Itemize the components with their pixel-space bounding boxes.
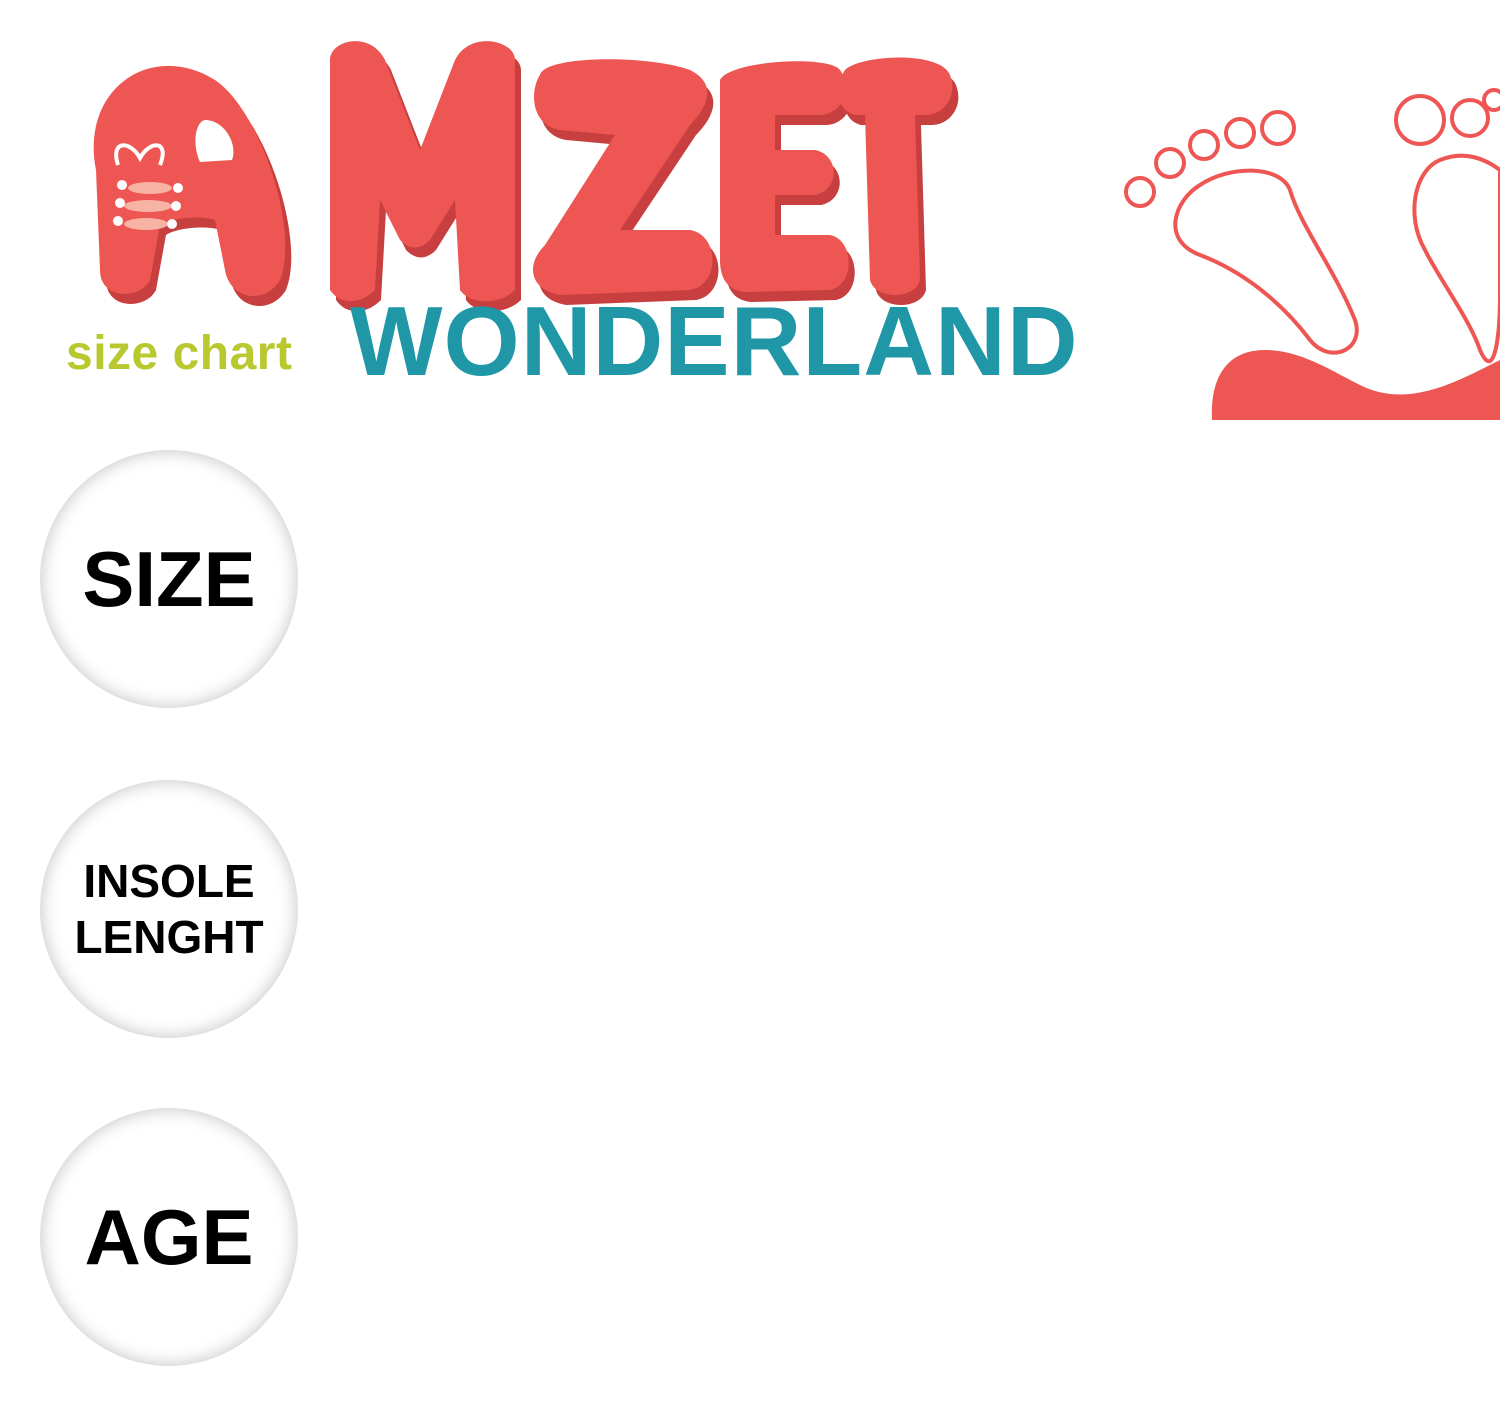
- size-value: Size 7: [1341, 501, 1499, 659]
- size-cell: Size 6: [1182, 462, 1340, 698]
- age-range: 18-24: [904, 1191, 992, 1230]
- age-row-label: AGE: [40, 1108, 298, 1366]
- column-separator: [1026, 790, 1028, 1024]
- age-range: 6-12: [592, 1191, 662, 1230]
- column-separator: [1338, 790, 1340, 1024]
- age-unit: months: [397, 1237, 521, 1275]
- size-chart-subtitle: size chart: [66, 327, 293, 380]
- size-value: Size 4: [869, 501, 1027, 659]
- insole-value: 152 mm: [1334, 821, 1500, 993]
- age-range: 2.0-2.5: [1052, 1191, 1158, 1230]
- size-cell: Size 3: [712, 462, 870, 698]
- footprints-icon: [1124, 88, 1500, 364]
- insole-value: 122 mm: [540, 821, 712, 993]
- column-separator: [1182, 1116, 1184, 1352]
- size-value: Size 2: [547, 501, 705, 659]
- age-cell: 12-18 months: [714, 1116, 868, 1352]
- age-cell: 18-24 months: [870, 1116, 1026, 1352]
- insole-cell: 146 mm: [1175, 790, 1346, 1024]
- column-separator: [868, 790, 870, 1024]
- insole-value: 134 mm: [862, 821, 1034, 993]
- column-separator: [1026, 462, 1028, 698]
- column-separator: [712, 790, 714, 1024]
- shoe-icon: [113, 143, 183, 230]
- insole-value: 116 mm: [373, 822, 543, 992]
- insole-cell: 116 mm: [373, 790, 542, 1024]
- age-cell: 6-12 months: [542, 1116, 712, 1352]
- column-separator: [1182, 462, 1184, 698]
- column-separator: [712, 1116, 714, 1352]
- age-range: 0-6: [434, 1191, 484, 1230]
- column-separator: [1182, 790, 1184, 1024]
- insole-cell: 152 mm: [1334, 790, 1500, 1024]
- age-range: 2.5-3.0: [1209, 1191, 1315, 1230]
- insole-cell: 140 mm: [1019, 790, 1190, 1024]
- wonderland-title: WONDERLAND: [350, 286, 1079, 396]
- column-separator: [372, 420, 374, 738]
- age-cell: 3.0-3.5 months: [1342, 1116, 1500, 1352]
- insole-label-line1: INSOLE: [83, 854, 255, 907]
- column-separator: [376, 790, 378, 1024]
- insole-cell: 128 mm: [705, 790, 876, 1024]
- size-row-label: SIZE: [40, 450, 298, 708]
- header-wave: [1211, 350, 1500, 420]
- column-separator: [868, 1116, 870, 1352]
- size-value: Size 1: [378, 501, 536, 659]
- column-separator: [538, 790, 540, 1024]
- insole-cell: 134 mm: [862, 790, 1033, 1024]
- size-cell: Size 2: [540, 462, 712, 698]
- age-unit: months: [729, 1237, 853, 1275]
- insole-value: 140 mm: [1019, 821, 1191, 993]
- age-range: 12-18: [747, 1191, 835, 1230]
- age-unit: months: [565, 1237, 689, 1275]
- insole-label-line2: LENGHT: [74, 911, 264, 963]
- age-unit: months: [1043, 1237, 1167, 1275]
- age-cell: 0-6 months: [378, 1116, 540, 1352]
- insole-value: 146 mm: [1175, 821, 1347, 993]
- logo-a-counter: [195, 120, 234, 162]
- age-unit: months: [886, 1237, 1010, 1275]
- age-cell: 2.0-2.5 months: [1028, 1116, 1182, 1352]
- age-unit: months: [1359, 1237, 1483, 1275]
- insole-value: 128 mm: [705, 821, 877, 993]
- insole-row-label: INSOLE LENGHT: [40, 780, 298, 1038]
- column-separator: [1026, 1116, 1028, 1352]
- logo-lettering: [93, 41, 953, 302]
- size-cell: Size 7: [1340, 462, 1500, 698]
- amzet-logo: [93, 41, 1500, 420]
- size-value: Size 6: [1182, 501, 1340, 659]
- age-cell: 2.5-3.0 months: [1184, 1116, 1340, 1352]
- age-range: 3.0-3.5: [1368, 1191, 1474, 1230]
- column-separator: [540, 1116, 542, 1352]
- column-separator: [712, 462, 714, 698]
- size-cell: Size 4: [869, 462, 1027, 698]
- size-value: Size 3: [712, 501, 870, 659]
- column-separator: [868, 462, 870, 698]
- size-cell: Size 1: [376, 462, 538, 698]
- column-separator: [1338, 462, 1340, 698]
- column-separator: [376, 1116, 378, 1352]
- size-cell: Size 5: [1026, 462, 1184, 698]
- age-unit: months: [1200, 1237, 1324, 1275]
- insole-cell: 122 mm: [540, 790, 712, 1024]
- column-separator: [538, 462, 540, 698]
- size-value: Size 5: [1026, 501, 1184, 659]
- column-separator: [1340, 1116, 1342, 1352]
